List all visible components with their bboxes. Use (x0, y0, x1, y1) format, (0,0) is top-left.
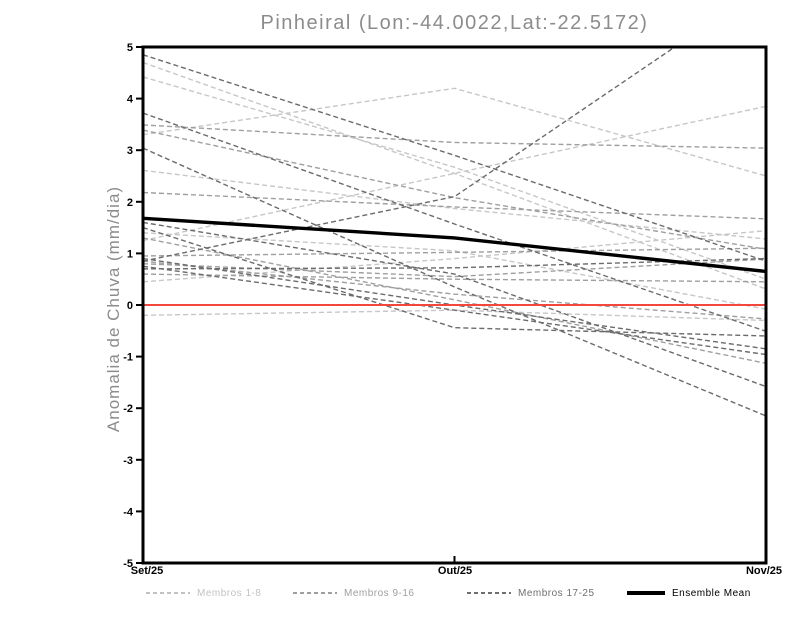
member-line (143, 257, 766, 350)
y-tick-label: -4 (123, 506, 134, 518)
ensemble-mean-line (143, 216, 766, 274)
y-tick-label: 5 (127, 42, 133, 54)
y-tick-label: -3 (123, 455, 133, 467)
member-line (143, 54, 766, 262)
chart-title: Pinheiral (Lon:-44.0022,Lat:-22.5172) (260, 12, 649, 34)
member-line (143, 237, 766, 364)
member-line (143, 147, 766, 417)
legend-item-membros-17-25: Membros 17-25 (467, 586, 595, 600)
y-tick-label: 0 (127, 300, 133, 312)
member-line (143, 226, 766, 337)
member-line (143, 265, 766, 356)
y-tick-label: 2 (127, 197, 133, 209)
member-line (143, 124, 766, 149)
y-tick-label: -1 (123, 352, 133, 364)
x-tick-label-set25: Set/25 (130, 565, 164, 577)
legend-label: Ensemble Mean (672, 587, 751, 599)
member-line (143, 112, 766, 332)
member-line (143, 129, 766, 250)
legend-line-dashed-dark (467, 592, 511, 594)
member-line (143, 87, 766, 177)
legend-label: Membros 9-16 (344, 587, 415, 599)
legend: Membros 1-8 Membros 9-16 Membros 17-25 E… (0, 586, 800, 606)
member-line (143, 273, 766, 283)
member-line (143, 221, 766, 388)
y-tick-label: -5 (123, 558, 133, 570)
member-line (143, 47, 677, 262)
x-tick-label-out25: Out/25 (437, 565, 473, 577)
legend-line-solid-black (627, 591, 665, 595)
member-line (143, 105, 766, 242)
y-tick-label: -2 (123, 403, 133, 415)
x-tick-label-nov25: Nov/25 (745, 565, 783, 577)
member-line (143, 61, 766, 290)
legend-line-dashed-light (146, 592, 190, 594)
legend-label: Membros 17-25 (518, 587, 595, 599)
y-tick-label: 3 (127, 145, 133, 157)
member-line (143, 191, 766, 220)
member-line (143, 260, 766, 320)
legend-item-membros-9-16: Membros 9-16 (293, 586, 414, 600)
y-tick-label: 4 (127, 94, 134, 106)
member-line (143, 232, 766, 310)
member-line (143, 169, 766, 240)
legend-item-membros-1-8: Membros 1-8 (146, 586, 261, 600)
legend-label: Membros 1-8 (197, 587, 262, 599)
member-line (143, 76, 766, 280)
legend-line-dashed-medium (293, 592, 337, 594)
legend-item-ensemble-mean: Ensemble Mean (627, 586, 751, 600)
y-tick-label: 1 (127, 248, 133, 260)
